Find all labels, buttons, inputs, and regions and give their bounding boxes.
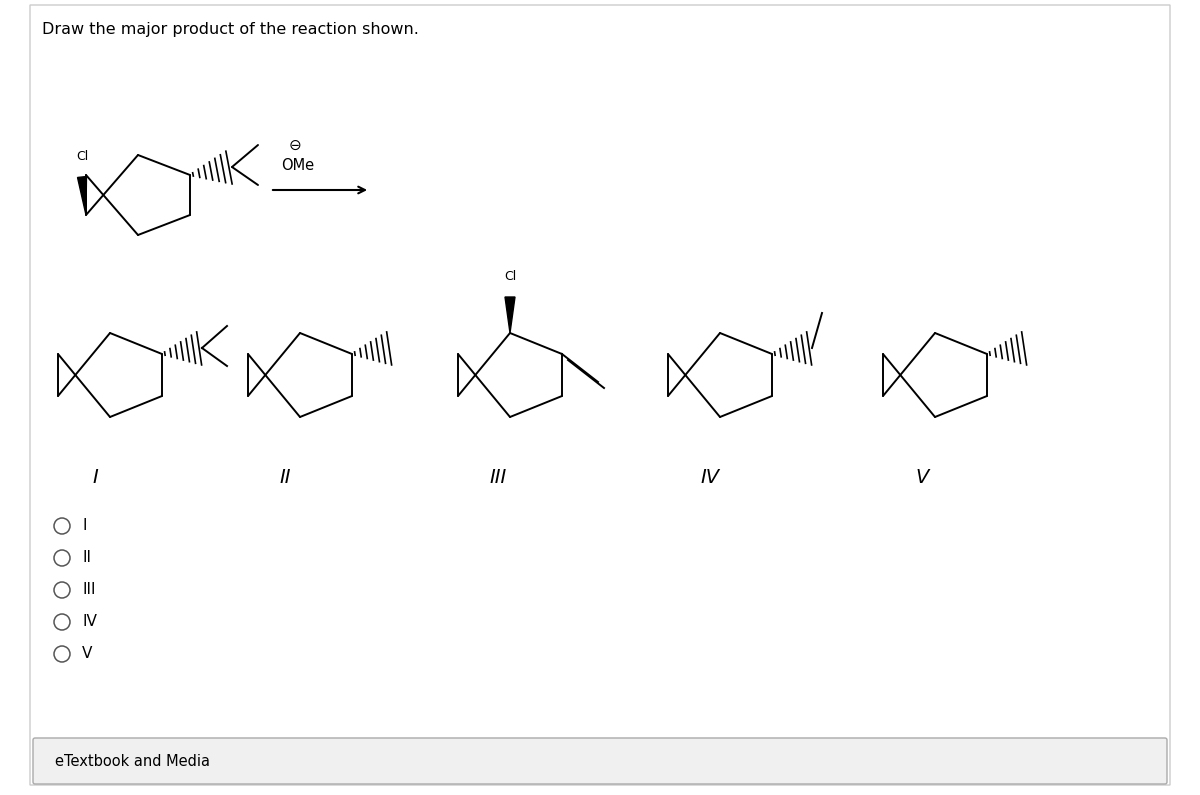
Polygon shape (78, 176, 86, 215)
Text: IV: IV (701, 468, 720, 487)
Text: eTextbook and Media: eTextbook and Media (55, 754, 210, 769)
Text: III: III (490, 468, 506, 487)
FancyBboxPatch shape (34, 738, 1166, 784)
Polygon shape (505, 297, 515, 333)
Text: Draw the major product of the reaction shown.: Draw the major product of the reaction s… (42, 22, 419, 37)
Text: ⊖: ⊖ (289, 138, 301, 153)
Text: Cl: Cl (76, 150, 88, 163)
Text: II: II (82, 550, 91, 565)
Text: III: III (82, 583, 96, 598)
Text: IV: IV (82, 615, 97, 630)
Text: OMe: OMe (282, 157, 314, 173)
Text: I: I (92, 468, 98, 487)
Text: V: V (916, 468, 929, 487)
Text: V: V (82, 646, 92, 661)
Text: Cl: Cl (504, 270, 516, 283)
Text: II: II (280, 468, 290, 487)
Text: I: I (82, 518, 86, 533)
